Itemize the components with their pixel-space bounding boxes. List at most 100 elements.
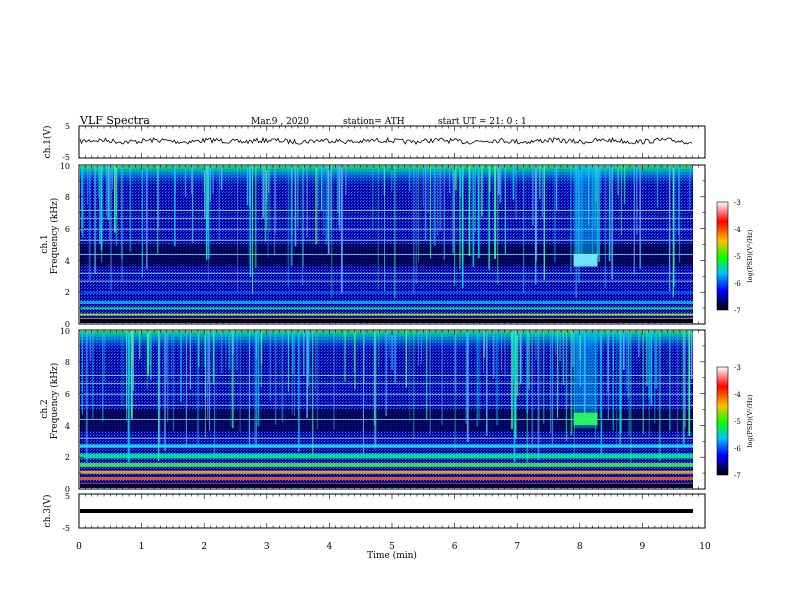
sferic-streak xyxy=(132,331,133,360)
sferic-streak xyxy=(461,166,464,262)
ch1-spectrogram-panel: ch.1 Frequency (kHz) 0 2 4 6 8 10 xyxy=(40,162,706,329)
sferic-streak xyxy=(110,166,112,291)
sferic-streak xyxy=(218,166,220,241)
sferic-streak xyxy=(516,331,519,396)
sferic-streak xyxy=(205,331,207,398)
sferic-streak xyxy=(109,166,111,241)
ch1-spec-ylabel-channel: ch.1 xyxy=(40,234,50,253)
sferic-streak xyxy=(455,166,457,191)
sferic-streak xyxy=(599,331,601,418)
sferic-streak xyxy=(535,331,537,361)
sferic-streak xyxy=(268,166,270,193)
sferic-streak xyxy=(600,331,602,359)
sferic-streak xyxy=(98,166,99,199)
cb1-tick-m3: -3 xyxy=(734,199,741,207)
sferic-streak xyxy=(372,166,374,229)
sferic-streak xyxy=(654,331,656,424)
ch1-ytick-6: 6 xyxy=(65,225,70,234)
upper-haze xyxy=(80,166,693,245)
sferic-streak xyxy=(485,331,488,436)
sferic-streak xyxy=(167,331,169,422)
sferic-streak xyxy=(430,166,431,258)
sferic-streak xyxy=(225,331,227,368)
sferic-streak xyxy=(542,331,545,424)
sferic-streak xyxy=(374,331,376,450)
sferic-streak xyxy=(418,166,419,263)
sferic-streak xyxy=(236,331,238,371)
sferic-streak xyxy=(477,166,480,258)
cb1-label: log(PSD)(V²/Hz) xyxy=(746,229,754,282)
sferic-streak xyxy=(197,331,199,447)
sferic-streak xyxy=(424,166,427,241)
ch1-ytick-2: 2 xyxy=(65,288,70,297)
sferic-streak xyxy=(127,331,130,463)
sferic-streak xyxy=(146,331,148,390)
emission-burst xyxy=(573,166,598,264)
sferic-streak xyxy=(391,331,393,371)
emission-burst-core xyxy=(573,253,598,267)
sferic-streak xyxy=(206,166,209,231)
sferic-streak xyxy=(232,331,234,429)
sferic-streak xyxy=(496,331,498,425)
date-label: Mar.9 , 2020 xyxy=(251,117,309,127)
ch1-ytick-4: 4 xyxy=(65,257,70,266)
cb1-tick-m6: -6 xyxy=(734,280,741,288)
sferic-streak xyxy=(543,166,545,280)
sferic-streak xyxy=(391,166,393,191)
ch1-wave-ytick-top: 5 xyxy=(65,122,70,131)
sferic-streak xyxy=(344,331,346,382)
sferic-streak xyxy=(306,166,308,237)
sferic-streak xyxy=(655,331,657,389)
transmitter-line xyxy=(80,209,693,211)
sferic-streak xyxy=(454,331,456,451)
cb1-tick-m7: -7 xyxy=(734,307,741,315)
ch3-wave-ytick-bottom: -5 xyxy=(62,524,70,533)
sferic-streak xyxy=(427,166,429,214)
cb2-tick-m3: -3 xyxy=(734,364,741,372)
sferic-streak xyxy=(214,331,216,459)
sferic-streak xyxy=(593,166,595,227)
sferic-streak xyxy=(429,331,431,435)
ch1-wave-ylabel: ch.1(V) xyxy=(42,126,53,159)
sferic-streak xyxy=(88,166,90,194)
sferic-streak xyxy=(577,331,579,381)
xtick-8: 8 xyxy=(577,542,583,552)
sferic-streak xyxy=(315,331,316,391)
sferic-streak xyxy=(528,331,530,390)
sferic-streak xyxy=(489,166,491,192)
sferic-streak xyxy=(409,331,411,422)
ch2-spec-yticks: 0 2 4 6 8 10 xyxy=(60,327,70,494)
sferic-streak xyxy=(483,331,484,373)
sferic-streak xyxy=(636,166,638,234)
ch3-waveform-line xyxy=(80,509,693,513)
ch1-spectrogram-image xyxy=(80,166,693,323)
sferic-streak xyxy=(556,166,558,210)
low-frequency-band xyxy=(80,313,693,316)
sferic-streak xyxy=(262,166,264,218)
sferic-streak xyxy=(494,166,496,259)
sferic-streak xyxy=(82,166,84,238)
sferic-streak xyxy=(588,166,590,225)
transmitter-line xyxy=(80,239,693,241)
ch2-colorbar: -3 -4 -5 -6 -7 log(PSD)(V²/Hz) xyxy=(716,364,754,480)
sferic-streak xyxy=(209,331,210,432)
sferic-streak xyxy=(430,166,432,260)
sferic-streak xyxy=(413,166,415,294)
sferic-streak xyxy=(264,166,267,242)
sferic-streak xyxy=(255,331,257,449)
sferic-streak xyxy=(476,331,478,427)
ch1-wave-ytick-bottom: -5 xyxy=(62,153,70,162)
sferic-streak xyxy=(394,166,396,299)
sferic-streak xyxy=(443,166,445,261)
sferic-streak xyxy=(102,331,104,422)
sferic-streak xyxy=(297,166,299,228)
bottom-strip xyxy=(80,484,693,487)
sferic-streak xyxy=(562,331,564,385)
sferic-streak xyxy=(607,331,609,421)
sferic-streak xyxy=(141,166,143,278)
sferic-streak xyxy=(481,166,483,217)
sferic-streak xyxy=(130,331,133,419)
sferic-streak xyxy=(107,166,109,210)
sferic-streak xyxy=(184,166,186,197)
